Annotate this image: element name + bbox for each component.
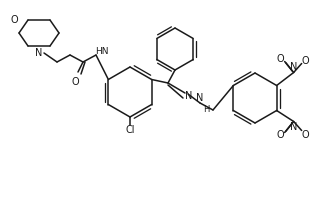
- Text: N: N: [290, 122, 297, 132]
- Text: O: O: [302, 56, 309, 66]
- Text: Cl: Cl: [125, 125, 135, 135]
- Text: O: O: [277, 54, 284, 64]
- Text: H: H: [203, 105, 209, 113]
- Text: N: N: [35, 48, 43, 58]
- Text: N: N: [185, 91, 193, 101]
- Text: N: N: [290, 61, 297, 71]
- Text: O: O: [302, 130, 309, 140]
- Text: O: O: [277, 130, 284, 140]
- Text: O: O: [10, 15, 18, 25]
- Text: HN: HN: [95, 48, 108, 56]
- Text: O: O: [71, 77, 79, 87]
- Text: N: N: [196, 93, 204, 103]
